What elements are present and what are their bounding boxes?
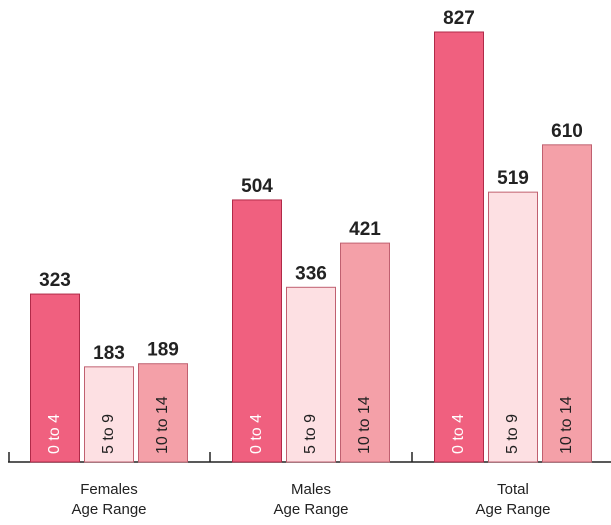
series-label: 5 to 9 — [100, 414, 117, 454]
series-label: 0 to 4 — [46, 414, 63, 454]
data-label: 183 — [93, 343, 125, 364]
data-label: 189 — [147, 340, 179, 361]
x-tick-label: Females — [80, 481, 138, 498]
series-label: 0 to 4 — [450, 414, 467, 454]
x-tick-label: Total — [497, 481, 529, 498]
data-label: 519 — [497, 168, 529, 189]
series-label: 10 to 14 — [154, 396, 171, 454]
series-label: 10 to 14 — [558, 396, 575, 454]
data-label: 421 — [349, 219, 381, 240]
bar — [30, 293, 80, 463]
bar — [84, 366, 134, 463]
bar — [232, 199, 282, 463]
series-label: 10 to 14 — [356, 396, 373, 454]
data-label: 336 — [295, 263, 327, 284]
data-label: 827 — [443, 8, 475, 29]
bar — [340, 242, 390, 463]
x-tick-label: Age Range — [71, 501, 146, 518]
bar — [488, 191, 538, 463]
x-tick-label: Age Range — [475, 501, 550, 518]
data-label: 323 — [39, 270, 71, 291]
series-label: 5 to 9 — [302, 414, 319, 454]
bar — [138, 363, 188, 463]
series-label: 0 to 4 — [248, 414, 265, 454]
x-tick-label: Males — [291, 481, 331, 498]
bar — [286, 286, 336, 463]
bar — [542, 144, 592, 463]
data-label: 504 — [241, 176, 273, 197]
series-label: 5 to 9 — [504, 414, 521, 454]
data-label: 610 — [551, 121, 583, 142]
bar — [434, 31, 484, 463]
x-tick-label: Age Range — [273, 501, 348, 518]
